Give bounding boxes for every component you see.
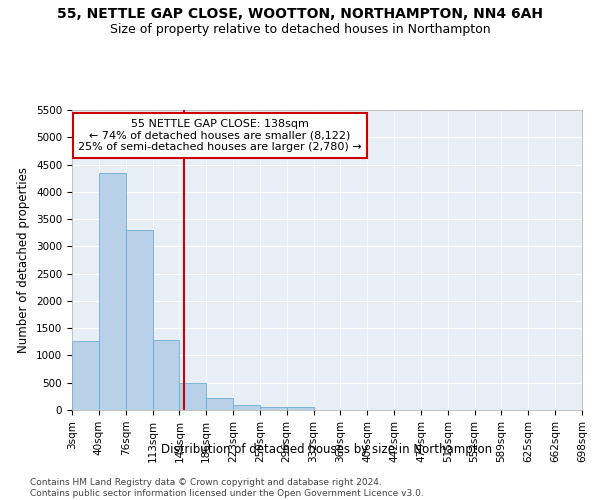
Text: Contains HM Land Registry data © Crown copyright and database right 2024.
Contai: Contains HM Land Registry data © Crown c… — [30, 478, 424, 498]
Text: 55, NETTLE GAP CLOSE, WOOTTON, NORTHAMPTON, NN4 6AH: 55, NETTLE GAP CLOSE, WOOTTON, NORTHAMPT… — [57, 8, 543, 22]
Bar — [72, 340, 99, 410]
Y-axis label: Number of detached properties: Number of detached properties — [17, 167, 31, 353]
Text: 55 NETTLE GAP CLOSE: 138sqm
← 74% of detached houses are smaller (8,122)
25% of : 55 NETTLE GAP CLOSE: 138sqm ← 74% of det… — [78, 119, 362, 152]
Bar — [99, 174, 125, 410]
Bar — [206, 398, 233, 410]
Text: Size of property relative to detached houses in Northampton: Size of property relative to detached ho… — [110, 22, 490, 36]
Bar — [233, 405, 260, 410]
Text: Distribution of detached houses by size in Northampton: Distribution of detached houses by size … — [161, 442, 493, 456]
Bar — [287, 407, 314, 410]
Bar — [152, 340, 179, 410]
Bar — [260, 406, 287, 410]
Bar — [179, 384, 206, 410]
Bar — [125, 230, 152, 410]
